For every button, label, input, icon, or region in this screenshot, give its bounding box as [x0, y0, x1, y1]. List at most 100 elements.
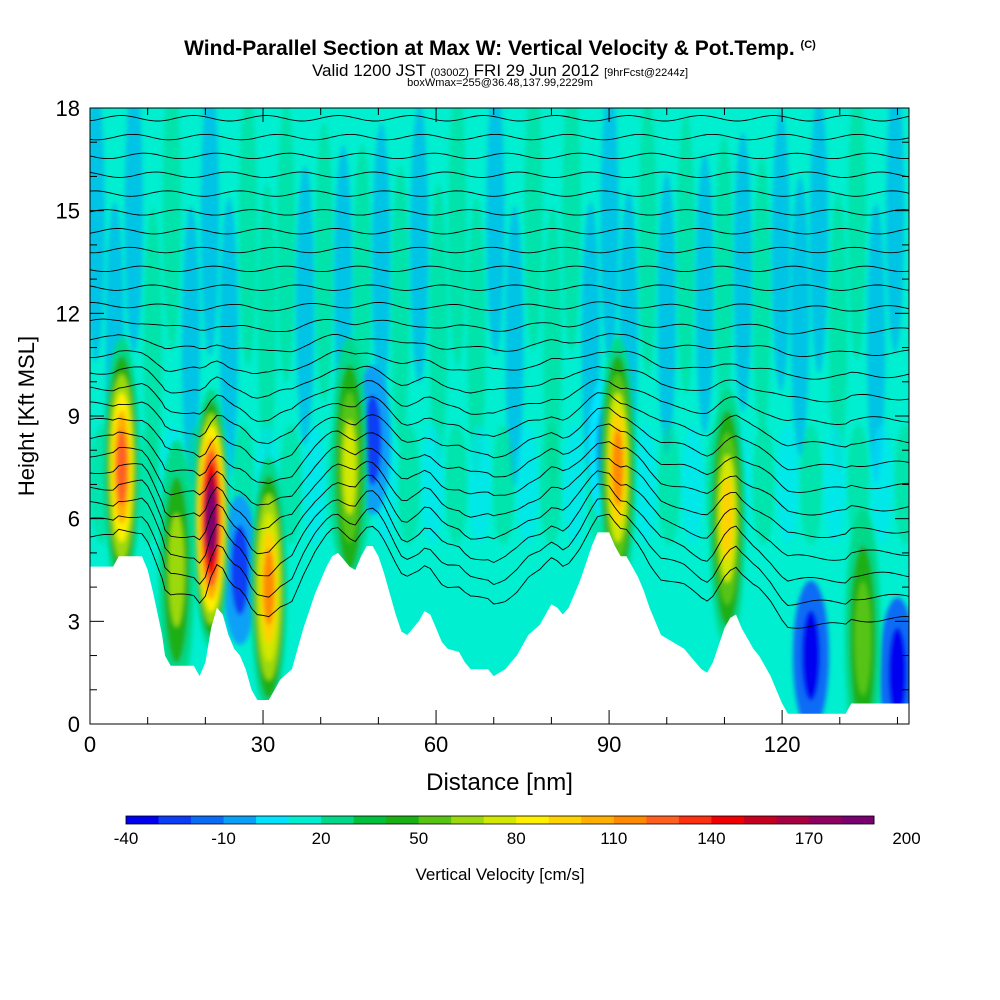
theta-contour [90, 423, 909, 493]
field-streak [695, 153, 714, 434]
x-tick-label: 60 [424, 732, 448, 757]
y-tick-label: 15 [56, 199, 80, 224]
colorbar-label: Vertical Velocity [cm/s] [415, 865, 584, 884]
plot-area [90, 108, 909, 724]
field-streak [752, 424, 775, 545]
field-streak [467, 197, 486, 478]
y-tick-label: 9 [68, 404, 80, 429]
field-streak [562, 108, 581, 353]
updraft-level [854, 581, 871, 696]
field-streak [397, 424, 420, 545]
updraft-core-7 [844, 508, 881, 724]
field-streak [823, 424, 846, 545]
field-streak [239, 108, 258, 367]
field-streak [733, 132, 752, 413]
x-tick-label: 30 [251, 732, 275, 757]
theta-contour [90, 171, 909, 178]
updraft-level [206, 486, 216, 551]
colorbar-swatch [418, 816, 452, 824]
field-streak [829, 192, 848, 473]
field-streak [524, 108, 543, 351]
y-tick-label: 0 [68, 712, 80, 737]
theta-contour [90, 483, 909, 584]
field-streak [486, 108, 505, 356]
field-streak [429, 183, 448, 464]
updraft-core-6 [709, 388, 746, 649]
theta-contour [90, 115, 909, 122]
x-tick-label: 90 [597, 732, 621, 757]
terrain-mask [90, 532, 909, 724]
colorbar-swatch [581, 816, 615, 824]
field-streak [894, 424, 909, 545]
theta-contour [90, 407, 909, 471]
colorbar-swatch [808, 816, 842, 824]
chart-valid-time: Valid 1200 JST (0300Z) FRI 29 Jun 2012 [… [311, 61, 689, 80]
theta-contour [90, 392, 909, 448]
theta-contour [90, 350, 909, 380]
field-streak [90, 108, 105, 362]
colorbar-swatch [711, 816, 745, 824]
colorbar-tick-label: 200 [892, 829, 920, 848]
downdraft-core-4 [879, 597, 909, 724]
theta-contour [90, 133, 909, 141]
updraft-core-4 [331, 337, 368, 598]
downdraft-center [801, 610, 820, 701]
field-streak [790, 176, 809, 457]
colorbar-tick-label: 20 [312, 829, 331, 848]
colorbar-swatch [158, 816, 192, 824]
updraft-core-1 [158, 440, 195, 700]
field-streak [600, 108, 619, 362]
field-streak [410, 108, 429, 384]
colorbar-swatch [353, 816, 387, 824]
colorbar-swatch [483, 816, 517, 824]
x-tick-label: 0 [84, 732, 96, 757]
theta-contour [90, 246, 909, 254]
colorbar-swatch [223, 816, 257, 824]
field-streak [315, 122, 334, 403]
field-streak [539, 424, 562, 545]
colorbar-tick-label: 140 [697, 829, 725, 848]
field-streak [714, 135, 733, 416]
theta-contour [90, 498, 909, 606]
field-streak [776, 424, 799, 545]
theta-contour [90, 209, 909, 216]
field-streak [657, 173, 676, 454]
y-tick-label: 18 [56, 96, 80, 121]
colorbar-swatch [841, 816, 875, 824]
downdraft-core-0 [221, 495, 258, 645]
title-copyright-mark: (C) [800, 39, 816, 51]
field-streak [867, 203, 886, 484]
updraft-core-2 [193, 388, 230, 649]
colorbar-swatch [548, 816, 582, 824]
field-streak [676, 114, 695, 395]
downdraft-center [363, 394, 382, 485]
colorbar-tick-label: 50 [409, 829, 428, 848]
field-streak [258, 184, 277, 465]
colorbar-swatch [451, 816, 485, 824]
updraft-core-3 [250, 457, 287, 718]
theta-contour [90, 457, 909, 539]
field-streak [492, 424, 515, 545]
colorbar-swatch [386, 816, 420, 824]
theta-contour [90, 513, 909, 629]
field-streak [563, 424, 586, 545]
colorbar-swatch [776, 816, 810, 824]
field-streak [848, 108, 867, 360]
downdraft-center [230, 525, 249, 615]
field-streak [137, 424, 160, 545]
field-streak [870, 424, 893, 545]
theta-contour [90, 265, 909, 273]
updraft-level [116, 429, 128, 506]
theta-contour [90, 301, 909, 312]
x-axis-label: Distance [nm] [426, 769, 573, 796]
field-streak [162, 108, 181, 351]
colorbar-swatch [678, 816, 712, 824]
field-streak [634, 424, 657, 545]
field-streak [886, 108, 905, 353]
theta-contour [90, 152, 909, 160]
colorbar-swatch [613, 816, 647, 824]
chart-box-info: boxWmax=255@36.48,137.99,2229m [407, 77, 593, 89]
colorbar-swatch [321, 816, 355, 824]
chart-title: Wind-Parallel Section at Max W: Vertical… [184, 37, 816, 60]
